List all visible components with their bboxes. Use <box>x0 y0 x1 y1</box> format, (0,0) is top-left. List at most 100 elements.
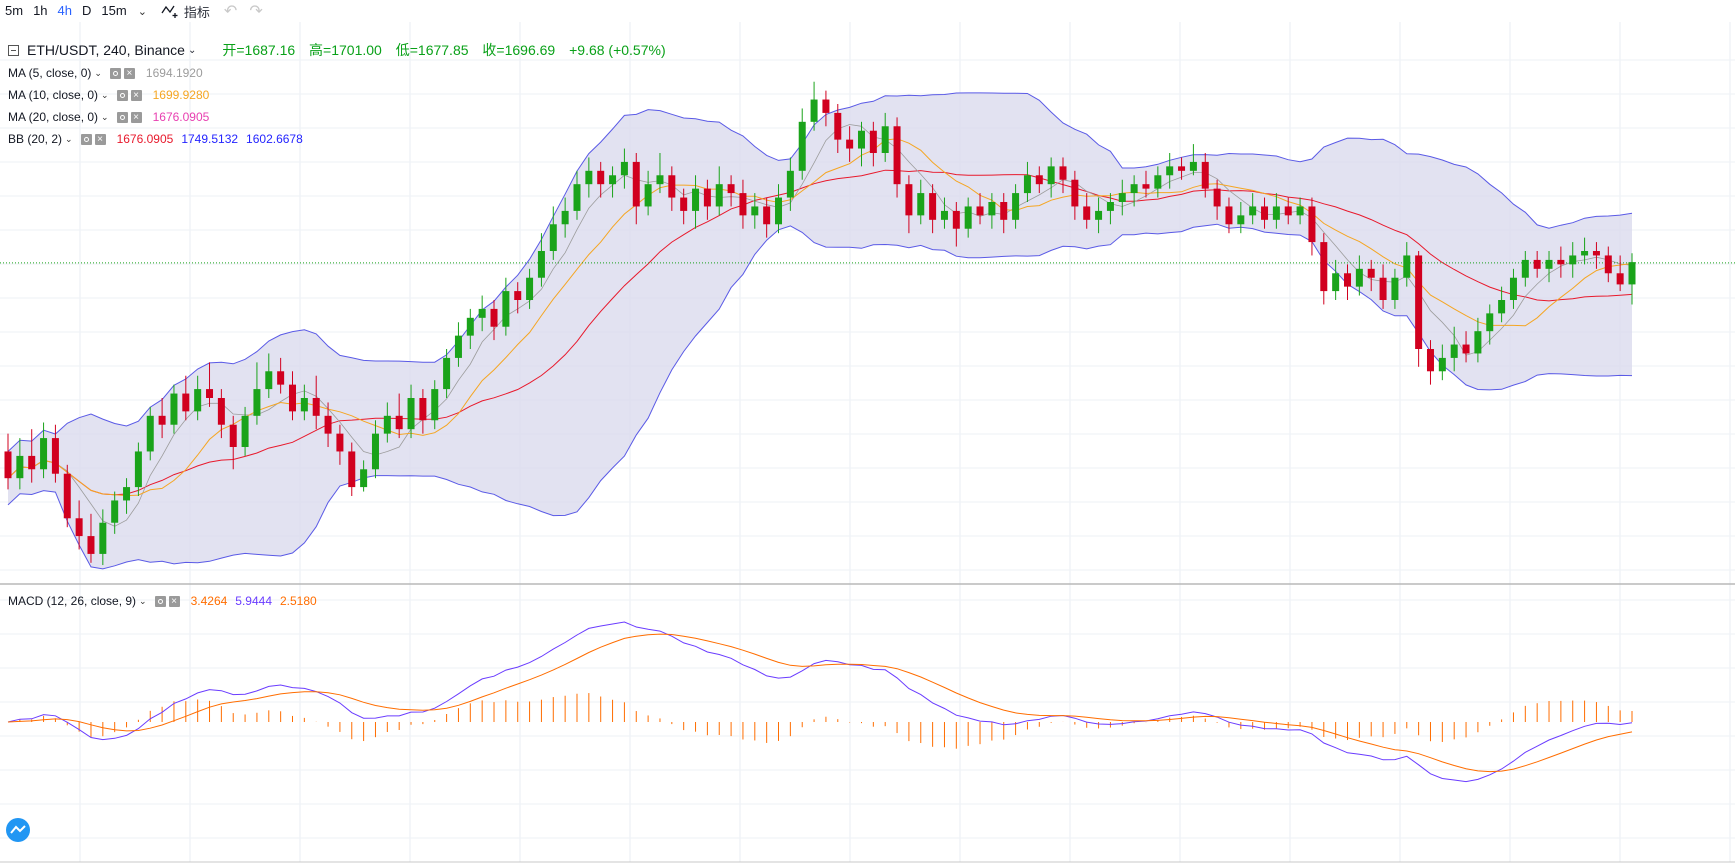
interval-5m[interactable]: 5m <box>5 3 24 18</box>
candle-body <box>1569 255 1577 265</box>
candle-body <box>1261 206 1269 220</box>
ma10-remove-icon[interactable]: × <box>130 89 142 101</box>
candle-body <box>1533 259 1541 269</box>
candle-body <box>1272 206 1280 220</box>
candle-body <box>134 451 142 488</box>
candle-body <box>763 206 771 225</box>
redo-icon[interactable]: ↷ <box>249 3 263 20</box>
macd-signal-value: 2.5180 <box>280 594 317 608</box>
candle-body <box>502 291 510 327</box>
macd-value: 5.9444 <box>235 594 272 608</box>
ma5-settings-icon[interactable] <box>109 67 121 79</box>
interval-dropdown-icon[interactable]: ⌄ <box>137 5 147 18</box>
candle-body <box>680 197 688 211</box>
logo-icon <box>10 825 26 834</box>
macd-name[interactable]: MACD (12, 26, close, 9) <box>8 594 137 608</box>
candle-body <box>1118 193 1126 202</box>
candle-body <box>857 130 865 149</box>
candle-body <box>1628 262 1636 285</box>
candle-body <box>1284 206 1292 216</box>
tradingview-logo[interactable] <box>6 818 30 842</box>
candle-body <box>1178 166 1186 171</box>
bb-dropdown-icon[interactable]: ⌄ <box>65 133 73 144</box>
bb-remove-icon[interactable]: × <box>94 133 106 145</box>
bb-basis-value: 1676.0905 <box>116 132 174 146</box>
macd-settings-icon[interactable] <box>154 595 166 607</box>
bb-settings-icon[interactable] <box>80 133 92 145</box>
candle-body <box>371 433 379 470</box>
ma5-remove-icon[interactable]: × <box>123 67 135 79</box>
candle-body <box>265 371 273 390</box>
candle-body <box>1012 193 1020 220</box>
candle-body <box>1426 349 1434 372</box>
ma10-dropdown-icon[interactable]: ⌄ <box>101 89 109 100</box>
candle-body <box>300 398 308 412</box>
ma5-name[interactable]: MA (5, close, 0) <box>8 66 92 80</box>
ma20-name[interactable]: MA (20, close, 0) <box>8 110 99 124</box>
candle-body <box>703 188 711 207</box>
candle-body <box>1047 166 1055 185</box>
interval-1h[interactable]: 1h <box>33 3 48 18</box>
ma20-dropdown-icon[interactable]: ⌄ <box>101 111 109 122</box>
macd-legend: MACD (12, 26, close, 9) ⌄ × 3.4264 5.944… <box>8 594 317 608</box>
candle-body <box>1450 344 1458 358</box>
interval-d[interactable]: D <box>82 3 92 18</box>
macd-remove-icon[interactable]: × <box>168 595 180 607</box>
candle-body <box>893 126 901 185</box>
candle-body <box>443 357 451 390</box>
collapse-legend-icon[interactable] <box>8 44 19 56</box>
ma10-settings-icon[interactable] <box>116 89 128 101</box>
macd-histogram <box>19 693 1633 749</box>
open-value: 开=1687.16 <box>222 42 296 58</box>
macd-dropdown-icon[interactable]: ⌄ <box>139 595 147 606</box>
candle-body <box>597 170 605 185</box>
candle-body <box>1142 184 1150 189</box>
candle-body <box>87 536 95 554</box>
interval-4h[interactable]: 4h <box>57 3 72 18</box>
candle-body <box>4 451 12 479</box>
candle-body <box>644 184 652 207</box>
candle-body <box>1498 300 1506 314</box>
undo-icon[interactable]: ↶ <box>223 3 238 20</box>
interval-15m[interactable]: 15m <box>101 3 127 18</box>
candle-body <box>775 197 783 225</box>
candle-body <box>1225 206 1233 225</box>
candle-body <box>692 188 700 211</box>
bb-upper-value: 1749.5132 <box>181 132 239 146</box>
candle-body <box>1557 259 1565 265</box>
macd-signal-line <box>7 633 1633 773</box>
candle-body <box>1581 251 1589 256</box>
candle-body <box>1391 277 1399 300</box>
candle-body <box>1237 215 1245 225</box>
indicators-label: 指标 <box>183 4 210 20</box>
ma20-remove-icon[interactable]: × <box>130 111 142 123</box>
indicators-icon <box>161 5 178 18</box>
indicators-button[interactable]: 指标 <box>153 2 218 21</box>
candle-body <box>620 161 628 176</box>
symbol-title[interactable]: ETH/USDT, 240, Binance <box>27 42 185 58</box>
candle-body <box>63 473 71 519</box>
ma10-name[interactable]: MA (10, close, 0) <box>8 88 99 102</box>
symbol-legend: ETH/USDT, 240, Binance ⌄ 开=1687.16 高=170… <box>8 40 676 60</box>
ma20-settings-icon[interactable] <box>116 111 128 123</box>
candle-body <box>1545 259 1553 269</box>
candle-body <box>383 415 391 434</box>
candle-body <box>632 161 640 207</box>
ma5-dropdown-icon[interactable]: ⌄ <box>94 67 102 78</box>
ma20-legend: MA (20, close, 0) ⌄ × 1676.0905 <box>8 110 209 124</box>
candle-body <box>99 522 107 554</box>
candle-body <box>51 438 59 474</box>
toolbar: 5m 1h 4h D 15m ⌄ 指标 ↶ ↷ <box>0 0 1735 22</box>
chart-canvas[interactable] <box>0 22 1735 863</box>
candle-body <box>739 193 747 216</box>
candle-body <box>1509 277 1517 300</box>
candle-body <box>786 170 794 198</box>
ma10-value: 1699.9280 <box>152 88 210 102</box>
candle-body <box>360 469 368 488</box>
candle-body <box>1604 255 1612 274</box>
symbol-dropdown-icon[interactable]: ⌄ <box>187 44 197 56</box>
candle-body <box>715 184 723 207</box>
candle-body <box>1154 175 1162 189</box>
candle-body <box>1521 259 1529 278</box>
bb-name[interactable]: BB (20, 2) <box>8 132 63 146</box>
